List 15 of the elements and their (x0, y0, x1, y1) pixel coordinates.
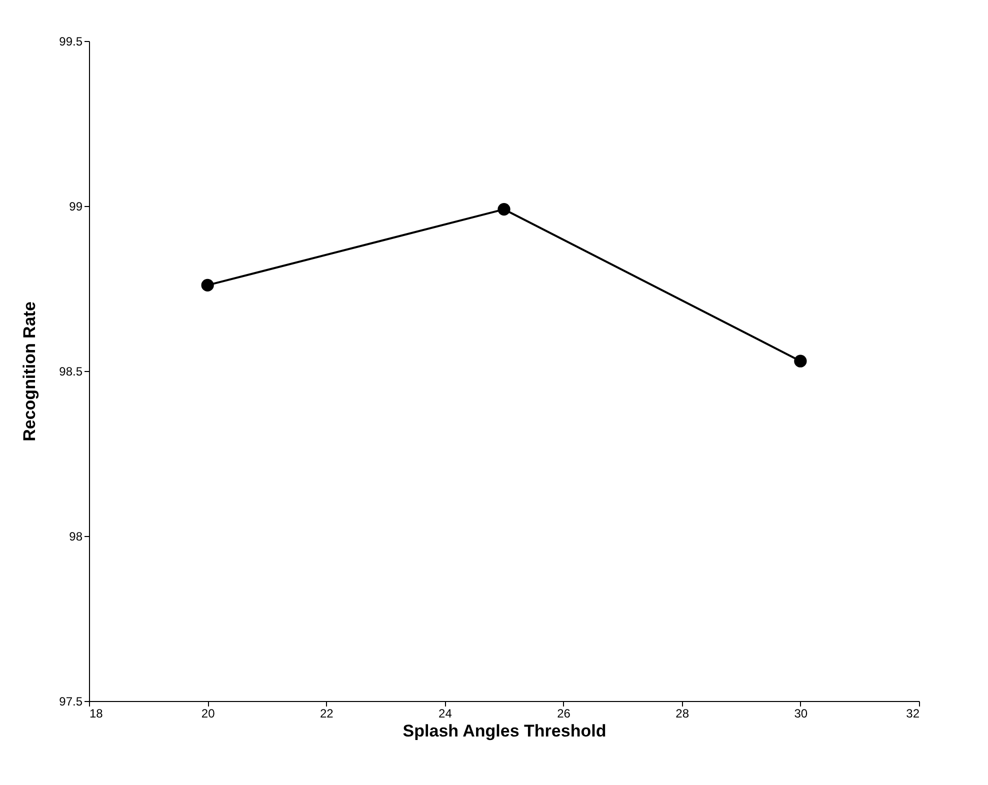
x-tick-label: 32 (906, 706, 920, 720)
y-axis-title: Recognition Rate (20, 302, 40, 442)
y-tick-label: 97.5 (59, 694, 83, 708)
x-tick-label: 30 (794, 706, 808, 720)
x-tick-label: 28 (676, 706, 690, 720)
x-tick-label: 24 (438, 706, 452, 720)
x-tick-label: 20 (201, 706, 216, 720)
x-tick-label: 22 (320, 706, 334, 720)
y-tick-label: 99.5 (59, 34, 83, 48)
y-tick-label: 98 (69, 530, 83, 544)
y-tick-label: 98.5 (59, 364, 83, 378)
x-tick-label: 18 (90, 706, 104, 720)
x-tick-label: 26 (557, 706, 571, 720)
x-axis-title: Splash Angles Threshold (402, 722, 606, 740)
y-tick-label: 99 (69, 200, 83, 214)
